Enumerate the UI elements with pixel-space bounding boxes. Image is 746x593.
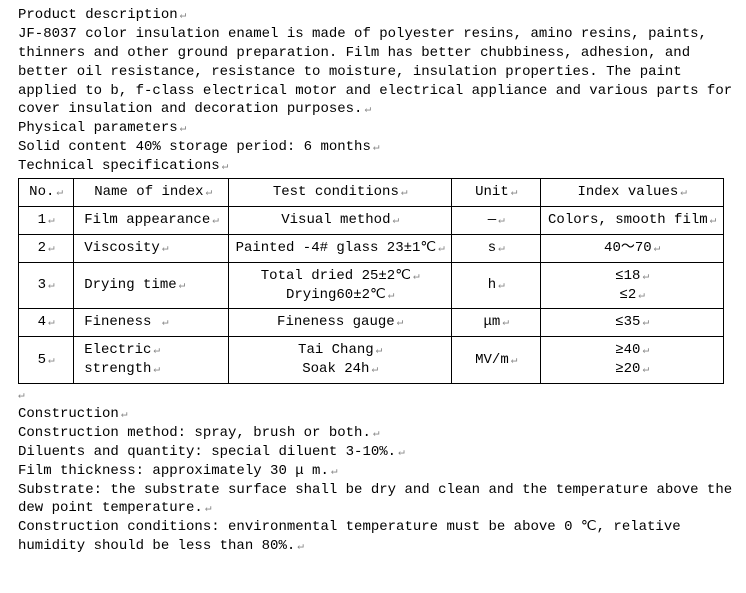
cell-val: Colors, smooth film [548, 212, 716, 228]
cell-name: Drying time [84, 277, 185, 293]
construction-film-thickness: Film thickness: approximately 30 μ m. [18, 462, 736, 481]
cell-unit: h [488, 277, 505, 293]
heading-technical-specifications: Technical specifications [18, 157, 736, 176]
cell-cond-line1: Tai Chang [235, 341, 445, 360]
cell-val-line1: ≤18 [547, 267, 717, 286]
physical-parameters-body: Solid content 40% storage period: 6 mont… [18, 138, 736, 157]
table-row: 1 Film appearance Visual method — Colors… [19, 206, 724, 234]
construction-conditions: Construction conditions: environmental t… [18, 518, 736, 556]
th-name: Name of index [94, 184, 212, 200]
cell-name: Viscosity [84, 240, 168, 256]
cell-name-line2: strength [84, 360, 222, 379]
cell-val: 40～70 [604, 240, 660, 256]
cell-no: 4 [38, 314, 55, 330]
cell-name: Film appearance [84, 212, 219, 228]
technical-specifications-table: No. Name of index Test conditions Unit I… [18, 178, 724, 384]
cell-no: 3 [38, 277, 55, 293]
cell-cond: Painted -4# glass 23±1℃ [236, 240, 445, 256]
cell-unit: MV/m [475, 352, 517, 368]
heading-physical-parameters: Physical parameters [18, 119, 736, 138]
cell-val-line2: ≤2 [547, 286, 717, 305]
cell-name: Fineness [84, 314, 168, 330]
table-header-row: No. Name of index Test conditions Unit I… [19, 179, 724, 207]
heading-construction: Construction [18, 405, 736, 424]
heading-product-description: Product description [18, 6, 736, 25]
table-row: 3 Drying time Total dried 25±2℃ Drying60… [19, 262, 724, 309]
product-description-body: JF-8037 color insulation enamel is made … [18, 25, 736, 119]
th-unit: Unit [475, 184, 517, 200]
cell-no: 5 [38, 352, 55, 368]
construction-diluents: Diluents and quantity: special diluent 3… [18, 443, 736, 462]
construction-method: Construction method: spray, brush or bot… [18, 424, 736, 443]
table-row: 2 Viscosity Painted -4# glass 23±1℃ s 40… [19, 234, 724, 262]
cell-val: ≤35 [615, 314, 649, 330]
cell-unit: — [488, 212, 505, 228]
cell-cond-line1: Total dried 25±2℃ [235, 267, 445, 286]
cell-no: 2 [38, 240, 55, 256]
cell-val-line2: ≥20 [547, 360, 717, 379]
cell-cond-line2: Drying60±2℃ [235, 286, 445, 305]
th-cond: Test conditions [273, 184, 408, 200]
cell-name-line1: Electric [84, 341, 222, 360]
blank-paragraph: ↵ [18, 386, 736, 405]
cell-cond-line2: Soak 24h [235, 360, 445, 379]
table-row: 4 Fineness Fineness gauge μm ≤35 [19, 309, 724, 337]
cell-no: 1 [38, 212, 55, 228]
th-no: No. [29, 184, 63, 200]
cell-unit: s [488, 240, 505, 256]
th-val: Index values [577, 184, 686, 200]
cell-cond: Visual method [281, 212, 399, 228]
cell-val-line1: ≥40 [547, 341, 717, 360]
cell-cond: Fineness gauge [277, 314, 403, 330]
table-row: 5 Electric strength Tai Chang Soak 24h M… [19, 337, 724, 384]
construction-substrate: Substrate: the substrate surface shall b… [18, 481, 736, 519]
cell-unit: μm [484, 314, 509, 330]
